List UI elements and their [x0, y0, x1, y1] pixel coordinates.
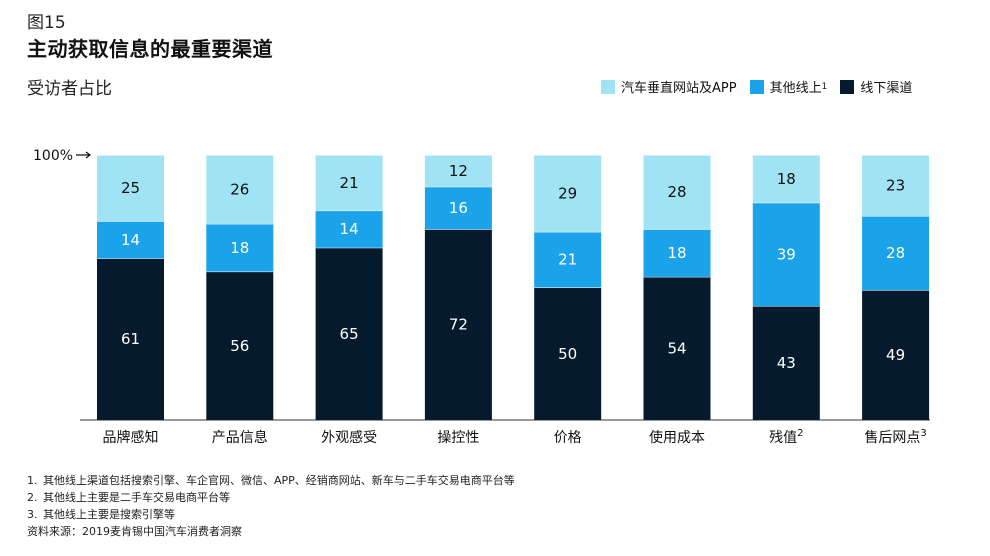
footnote-3: 3. 其他线上主要是搜索引擎等 — [27, 508, 175, 521]
bar-segment — [752, 155, 820, 203]
bar-segment — [206, 155, 274, 224]
data-label: 18 — [777, 170, 796, 188]
data-label: 43 — [777, 354, 796, 372]
data-label: 50 — [558, 345, 577, 363]
data-label: 28 — [667, 183, 686, 201]
legend-label: 线下渠道 — [860, 81, 913, 96]
y-axis-marker-arrow — [76, 151, 91, 159]
category-label: 产品信息 — [212, 429, 268, 446]
footnote-2: 2. 其他线上主要是二手车交易电商平台等 — [27, 491, 230, 504]
bar-segment — [643, 276, 711, 420]
legend: 汽车垂直网站及APP 其他线上 1 线下渠道 — [601, 77, 925, 96]
legend-item-offline: 线下渠道 — [840, 77, 912, 96]
bar-segment — [643, 155, 711, 230]
legend-label: 汽车垂直网站及APP — [621, 81, 737, 96]
source-note: 资料来源：2019麦肯锡中国汽车消费者洞察 — [27, 525, 242, 538]
legend-swatch — [601, 79, 615, 94]
data-label: 72 — [449, 316, 468, 334]
data-label: 21 — [558, 251, 577, 269]
bar-segment — [424, 155, 492, 187]
bar-segment — [97, 155, 164, 222]
data-label: 54 — [667, 339, 686, 357]
y-axis-100-marker: 100% — [33, 148, 73, 164]
data-label: 29 — [558, 184, 577, 202]
bar-segment — [643, 229, 711, 277]
bar-segment — [534, 231, 602, 288]
data-label: 21 — [340, 174, 359, 192]
category-label: 外观感受 — [321, 429, 377, 446]
stacked-bar-chart: 100% 61 14 25 品牌感知 56 18 26 产品信息 65 14 21 外观感受 72 16 12… — [33, 148, 930, 446]
data-label: 18 — [667, 244, 686, 262]
bar-segment — [752, 306, 820, 420]
bar-segment — [752, 202, 820, 307]
legend-item-other-online: 其他线上 1 — [749, 77, 828, 96]
category-label: 售后网点3 — [864, 428, 926, 446]
bar-segment — [206, 271, 274, 420]
bar-segment — [534, 287, 602, 420]
data-label: 18 — [230, 239, 249, 257]
chart-subtitle: 受访者占比 — [27, 79, 112, 99]
bar-segment — [315, 155, 383, 211]
footnote-1: 1. 其他线上渠道包括搜索引擎、车企官网、微信、APP、经销商网站、新车与二手车交… — [27, 474, 515, 487]
data-label: 65 — [340, 325, 359, 343]
figure-label: 图15 — [27, 13, 66, 33]
data-label: 14 — [121, 231, 140, 249]
legend-swatch — [840, 79, 855, 94]
footnotes: 1. 其他线上渠道包括搜索引擎、车企官网、微信、APP、经销商网站、新车与二手车交… — [27, 472, 515, 540]
legend-swatch — [749, 79, 764, 94]
data-label: 28 — [886, 244, 905, 262]
category-label: 使用成本 — [649, 429, 705, 446]
chart-title: 主动获取信息的最重要渠道 — [27, 37, 273, 61]
legend-item-vertical-sites: 汽车垂直网站及APP — [601, 77, 737, 96]
data-label: 23 — [886, 176, 905, 194]
category-label: 残值2 — [769, 428, 803, 446]
data-label: 61 — [121, 330, 140, 348]
bar-segment — [206, 223, 274, 272]
bar-segment — [424, 229, 492, 420]
data-label: 26 — [230, 180, 249, 198]
bar-segment — [862, 215, 930, 291]
bar-segment — [315, 210, 383, 248]
bar-segment — [97, 258, 164, 420]
data-label: 25 — [121, 179, 140, 197]
bar-segment — [862, 155, 930, 216]
data-label: 56 — [230, 337, 249, 355]
category-label: 操控性 — [437, 430, 479, 446]
legend-footnote-mark: 1 — [821, 81, 828, 92]
bar-segment — [862, 290, 930, 420]
data-label: 16 — [449, 199, 468, 217]
category-label: 品牌感知 — [103, 429, 159, 446]
bar-segment — [315, 247, 383, 420]
bar-segment — [534, 155, 602, 232]
data-label: 14 — [340, 220, 359, 238]
data-label: 49 — [886, 346, 905, 364]
category-label: 价格 — [554, 430, 582, 446]
data-label: 39 — [777, 245, 796, 263]
bar-segment — [424, 186, 492, 230]
bar-segment — [97, 221, 164, 259]
data-label: 12 — [449, 162, 468, 180]
legend-label: 其他线上 — [769, 81, 822, 96]
